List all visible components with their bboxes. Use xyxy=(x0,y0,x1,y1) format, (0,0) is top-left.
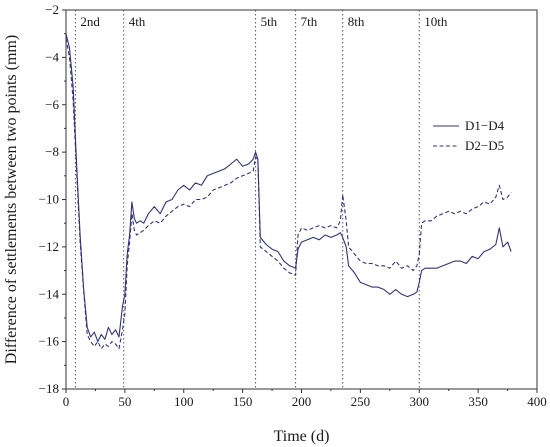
event-label: 7th xyxy=(301,14,318,29)
x-tick-label: 200 xyxy=(292,394,312,409)
event-markers: 2nd 4th 5th 7th 8th 10th xyxy=(74,10,448,389)
y-tick-label: −10 xyxy=(39,192,59,207)
x-tick-label: 250 xyxy=(351,394,371,409)
y-tick-label: −16 xyxy=(39,334,60,349)
y-tick-label: −14 xyxy=(39,286,60,301)
x-tick-label: 0 xyxy=(63,394,70,409)
y-axis-title: Difference of settlements between two po… xyxy=(3,35,20,364)
x-tick-label: 400 xyxy=(527,394,547,409)
series-line-1 xyxy=(65,33,512,343)
x-tick-label: 50 xyxy=(118,394,131,409)
legend: D1−D4 D2−D5 xyxy=(433,118,505,153)
legend-label: D2−D5 xyxy=(465,138,504,153)
event-label: 4th xyxy=(129,14,146,29)
x-tick-label: 100 xyxy=(174,394,194,409)
y-tick-label: −2 xyxy=(45,2,59,17)
event-label: 2nd xyxy=(80,14,100,29)
x-tick-label: 300 xyxy=(410,394,430,409)
y-tick-label: −12 xyxy=(39,239,59,254)
event-label: 8th xyxy=(348,14,365,29)
axes: 0 50 100 150 200 250 300 350 400 −2 −4 −6 −8 −10 −12 −1… xyxy=(39,2,547,409)
y-tick-label: −6 xyxy=(45,97,59,112)
y-tick-label: −18 xyxy=(39,381,59,396)
event-label: 5th xyxy=(261,14,278,29)
x-axis-title: Time (d) xyxy=(274,428,330,445)
x-tick-label: 350 xyxy=(468,394,488,409)
x-tick-label: 150 xyxy=(233,394,253,409)
y-tick-label: −4 xyxy=(45,49,59,64)
event-label: 10th xyxy=(424,14,448,29)
y-tick-label: −8 xyxy=(45,144,59,159)
legend-label: D1−D4 xyxy=(465,118,505,133)
series-lines xyxy=(65,33,512,350)
series-line-2 xyxy=(65,38,512,350)
